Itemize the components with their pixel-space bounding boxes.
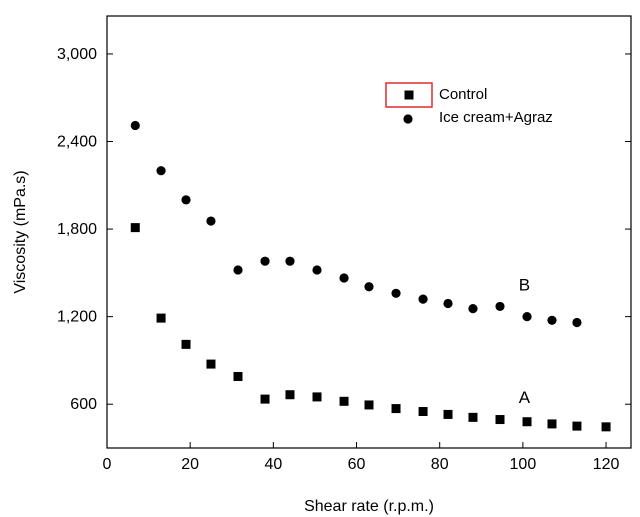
y-axis-title: Viscosity (mPa.s) <box>12 170 29 293</box>
y-tick-label: 1,200 <box>57 309 97 326</box>
point-ice-cream-agraz <box>391 288 401 298</box>
point-control <box>443 409 453 419</box>
point-ice-cream-agraz <box>206 216 216 226</box>
point-control <box>495 415 505 425</box>
point-ice-cream-agraz <box>418 294 428 304</box>
point-control <box>339 396 349 406</box>
point-control <box>601 422 611 432</box>
point-ice-cream-agraz <box>572 317 582 328</box>
plot-frame <box>106 15 632 449</box>
point-control <box>285 390 295 400</box>
point-control <box>206 359 216 369</box>
x-tick-label: 60 <box>348 456 366 473</box>
right-axis-ticks <box>625 53 631 405</box>
point-ice-cream-agraz <box>495 301 505 312</box>
point-ice-cream-agraz <box>364 282 374 292</box>
legend-highlight-box <box>385 82 433 108</box>
point-control <box>572 421 582 431</box>
point-control <box>181 339 191 349</box>
point-control <box>233 371 243 381</box>
point-ice-cream-agraz <box>181 195 191 205</box>
point-ice-cream-agraz <box>285 256 295 266</box>
annotation-a: A <box>519 388 531 407</box>
point-ice-cream-agraz <box>443 298 453 309</box>
y-tick-label: 1,800 <box>57 221 97 238</box>
point-ice-cream-agraz <box>233 265 243 275</box>
point-control <box>156 313 166 323</box>
point-control <box>260 394 270 404</box>
point-control <box>130 223 140 233</box>
point-ice-cream-agraz <box>468 304 478 314</box>
x-tick-label: 80 <box>431 456 449 473</box>
x-axis-title: Shear rate (r.p.m.) <box>304 498 434 515</box>
y-tick-label: 2,400 <box>57 134 97 151</box>
series-layer <box>130 120 611 432</box>
point-ice-cream-agraz <box>156 166 166 176</box>
x-tick-label: 120 <box>593 456 620 473</box>
point-ice-cream-agraz <box>312 265 322 275</box>
point-control <box>547 419 557 429</box>
x-tick-label: 20 <box>181 456 199 473</box>
point-control <box>522 417 532 427</box>
legend-marker-control <box>404 90 414 100</box>
point-ice-cream-agraz <box>522 312 532 322</box>
legend-label-ice-cream-agraz: Ice cream+Agraz <box>439 109 553 126</box>
y-axis-ticks: 600 1,200 1,800 2,400 3,000 <box>57 46 113 413</box>
y-tick-label: 3,000 <box>57 46 97 63</box>
legend: Control Ice cream+Agraz <box>385 82 553 126</box>
point-control <box>312 392 322 402</box>
x-tick-label: 100 <box>510 456 537 473</box>
legend-label-control: Control <box>439 86 487 103</box>
x-axis-ticks: 0 20 40 60 80 100 120 <box>103 442 620 473</box>
point-control <box>418 407 428 417</box>
x-tick-label: 0 <box>103 456 112 473</box>
point-ice-cream-agraz <box>130 120 140 131</box>
point-control <box>391 404 401 414</box>
point-ice-cream-agraz <box>339 273 349 283</box>
point-control <box>468 412 478 422</box>
legend-marker-ice-cream-agraz <box>403 114 413 124</box>
point-control <box>364 400 374 410</box>
point-ice-cream-agraz <box>547 315 557 325</box>
x-tick-label: 40 <box>264 456 282 473</box>
annotation-b: B <box>519 275 530 294</box>
y-tick-label: 600 <box>70 396 97 413</box>
point-ice-cream-agraz <box>260 256 270 266</box>
